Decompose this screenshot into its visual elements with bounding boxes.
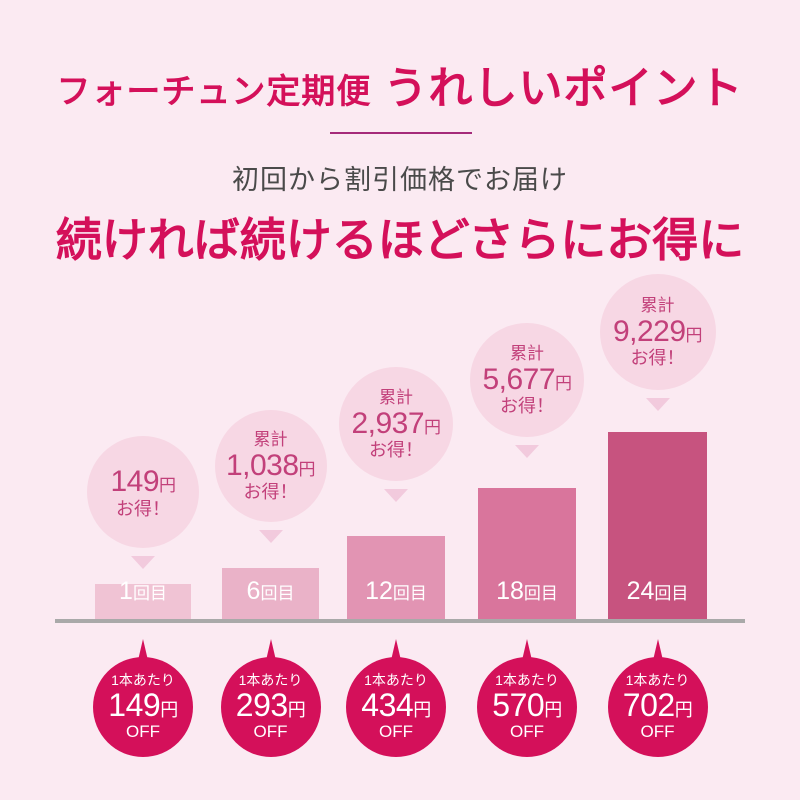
bubble-amount: 149円 bbox=[110, 465, 176, 499]
bar-label-24回目: 24回目 bbox=[608, 577, 707, 606]
bubble-pointer-arrow-18回目 bbox=[515, 445, 539, 458]
per-unit-suffix: OFF bbox=[253, 722, 288, 742]
per-unit-suffix: OFF bbox=[640, 722, 675, 742]
per-unit-currency: 円 bbox=[674, 699, 693, 720]
bar-label-unit: 回目 bbox=[392, 584, 427, 603]
bubble-amount: 5,677円 bbox=[482, 362, 572, 396]
per-unit-amount: 702円 bbox=[622, 686, 693, 723]
savings-bubble-6回目: 累計 1,038円 お得！ bbox=[214, 410, 327, 522]
savings-bubble-24回目: 累計 9,229円 お得！ bbox=[599, 274, 716, 390]
per-unit-amount: 149円 bbox=[108, 686, 178, 723]
bubble-pointer-arrow-6回目 bbox=[258, 530, 283, 543]
bubble-pointer-arrow-1回目 bbox=[131, 556, 155, 569]
per-unit-currency: 円 bbox=[413, 699, 431, 720]
chart-baseline bbox=[55, 619, 745, 623]
per-unit-prefix: 1本あたり bbox=[364, 671, 428, 688]
per-unit-suffix: OFF bbox=[510, 722, 544, 742]
per-unit-discount-18回目[interactable]: 1本あたり 570円 OFF bbox=[477, 639, 577, 757]
bubble-suffix: お得！ bbox=[630, 348, 685, 369]
bubble-pointer-arrow-12回目 bbox=[384, 489, 408, 502]
bubble-suffix: お得！ bbox=[243, 482, 298, 503]
bar-label-number: 18 bbox=[496, 577, 524, 605]
per-unit-prefix: 1本あたり bbox=[495, 671, 559, 688]
per-unit-amount: 570円 bbox=[492, 686, 562, 723]
bar-label-number: 24 bbox=[626, 577, 655, 605]
bar-label-unit: 回目 bbox=[523, 584, 558, 603]
bar-12回目: 12回目 bbox=[347, 536, 445, 620]
bubble-currency-unit: 円 bbox=[159, 476, 176, 496]
bubble-currency-unit: 円 bbox=[298, 459, 316, 479]
per-unit-amount: 293円 bbox=[235, 686, 306, 723]
bubble-currency-unit: 円 bbox=[555, 373, 572, 393]
discount-circle-18回目[interactable]: 1本あたり 570円 OFF bbox=[477, 657, 577, 757]
bar-label-unit: 回目 bbox=[654, 584, 689, 603]
bubble-currency-unit: 円 bbox=[685, 325, 703, 345]
savings-bubble-18回目: 累計 5,677円 お得！ bbox=[470, 323, 584, 437]
title-subscription-name: フォーチュン定期便 bbox=[56, 73, 372, 111]
per-unit-discount-24回目[interactable]: 1本あたり 702円 OFF bbox=[607, 639, 708, 757]
bar-label-6回目: 6回目 bbox=[222, 577, 319, 606]
per-unit-amount: 434円 bbox=[361, 686, 431, 723]
per-unit-prefix: 1本あたり bbox=[111, 671, 175, 688]
bar-label-number: 6 bbox=[246, 577, 261, 605]
title-divider bbox=[330, 132, 472, 134]
bubble-currency-unit: 円 bbox=[424, 417, 441, 437]
bubble-prefix: 累計 bbox=[640, 295, 675, 315]
per-unit-discount-6回目[interactable]: 1本あたり 293円 OFF bbox=[220, 639, 321, 757]
bar-label-1回目: 1回目 bbox=[95, 577, 191, 606]
lead-text: 初回から割引価格でお届け bbox=[232, 165, 568, 195]
title-main-phrase: うれしいポイント bbox=[383, 64, 744, 113]
discount-circle-6回目[interactable]: 1本あたり 293円 OFF bbox=[220, 657, 321, 757]
per-unit-currency: 円 bbox=[160, 699, 178, 720]
per-unit-currency: 円 bbox=[287, 699, 306, 720]
bar-18回目: 18回目 bbox=[478, 488, 576, 620]
discount-circle-12回目[interactable]: 1本あたり 434円 OFF bbox=[346, 657, 446, 757]
per-unit-suffix: OFF bbox=[126, 722, 160, 742]
bubble-prefix: 累計 bbox=[510, 343, 544, 363]
bubble-amount: 9,229円 bbox=[612, 314, 703, 348]
bar-24回目: 24回目 bbox=[608, 432, 707, 620]
bar-label-number: 12 bbox=[365, 577, 393, 605]
bar-label-number: 1 bbox=[119, 577, 133, 605]
bar-6回目: 6回目 bbox=[222, 568, 319, 620]
discount-circle-24回目[interactable]: 1本あたり 702円 OFF bbox=[607, 657, 708, 757]
per-unit-discount-12回目[interactable]: 1本あたり 434円 OFF bbox=[346, 639, 446, 757]
bubble-suffix: お得！ bbox=[369, 440, 423, 461]
per-unit-prefix: 1本あたり bbox=[625, 671, 690, 688]
bubble-prefix: 累計 bbox=[253, 429, 288, 449]
discount-circle-1回目[interactable]: 1本あたり 149円 OFF bbox=[93, 657, 193, 757]
bubble-amount: 1,038円 bbox=[225, 448, 316, 482]
bar-label-unit: 回目 bbox=[132, 584, 167, 603]
page-title: フォーチュン定期便 うれしいポイント bbox=[0, 52, 800, 116]
bubble-prefix: 累計 bbox=[379, 387, 413, 407]
bar-1回目: 1回目 bbox=[95, 577, 191, 620]
savings-bubble-1回目: 149円 お得！ bbox=[87, 436, 199, 548]
bubble-suffix: お得！ bbox=[500, 396, 554, 417]
bubble-suffix: お得！ bbox=[116, 498, 170, 519]
per-unit-prefix: 1本あたり bbox=[238, 671, 303, 688]
bar-label-unit: 回目 bbox=[260, 584, 295, 603]
bubble-pointer-arrow-24回目 bbox=[645, 398, 670, 411]
per-unit-discount-1回目[interactable]: 1本あたり 149円 OFF bbox=[93, 639, 193, 757]
bar-label-18回目: 18回目 bbox=[478, 577, 576, 606]
bubble-amount: 2,937円 bbox=[351, 406, 441, 440]
savings-bubble-12回目: 累計 2,937円 お得！ bbox=[339, 367, 453, 481]
bar-label-12回目: 12回目 bbox=[347, 577, 445, 606]
headline-text: 続ければ続けるほどさらにお得に bbox=[55, 214, 745, 266]
per-unit-currency: 円 bbox=[544, 699, 562, 720]
per-unit-suffix: OFF bbox=[379, 722, 413, 742]
